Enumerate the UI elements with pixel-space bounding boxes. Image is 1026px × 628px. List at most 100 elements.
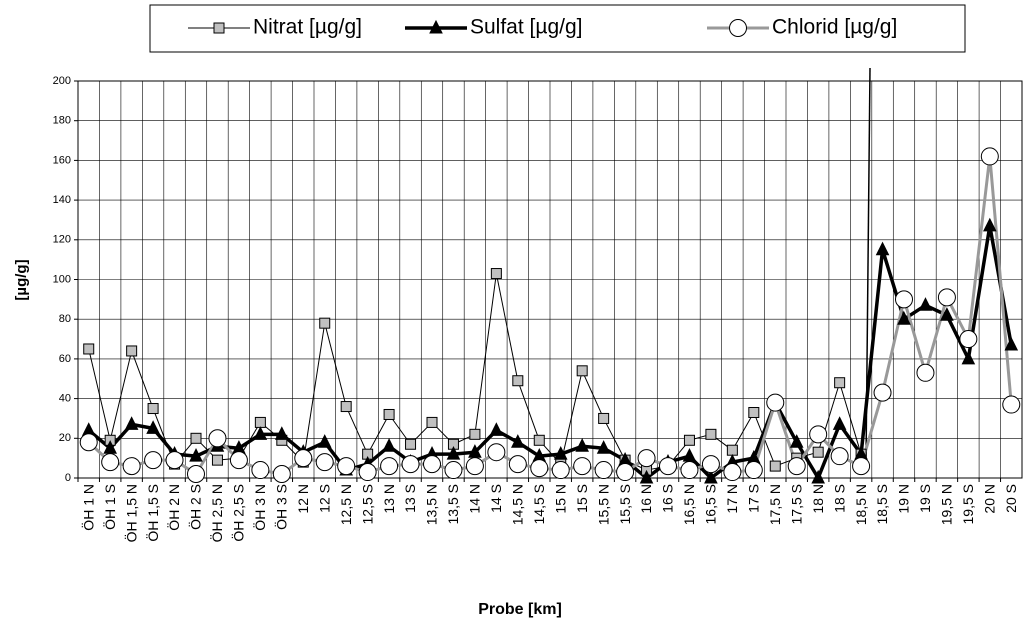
marker [211, 454, 223, 466]
marker [340, 401, 352, 413]
marker [229, 451, 248, 470]
marker [122, 457, 141, 476]
x-tick-label: 16 N [638, 484, 654, 514]
x-tick-label: 14,5 S [531, 484, 547, 524]
legend-box [149, 4, 966, 53]
marker [812, 446, 824, 458]
x-tick-label: 17 S [746, 484, 762, 513]
x-tick-label: 13 S [402, 484, 418, 513]
x-tick-label: 13,5 S [445, 484, 461, 524]
x-tick-label: ÖH 3 S [273, 484, 290, 530]
y-tick-label: 140 [53, 194, 71, 206]
x-tick-label: 16 S [660, 484, 676, 513]
x-tick-label: 14 S [488, 484, 504, 513]
marker [189, 448, 203, 462]
marker [405, 438, 417, 450]
y-tick-label: 120 [53, 234, 71, 246]
marker [383, 408, 395, 420]
x-tick-label: ÖH 2,5 N [208, 484, 225, 542]
y-tick-label: 100 [53, 273, 71, 285]
y-tick-label: 180 [53, 115, 71, 127]
legend-label: Sulfat [µg/g] [470, 16, 583, 39]
marker [337, 457, 356, 476]
marker [126, 345, 138, 357]
marker [401, 455, 420, 474]
x-tick-label: 17,5 S [788, 484, 804, 524]
x-axis-title: Probe [km] [478, 601, 562, 618]
marker [705, 428, 717, 440]
marker [983, 217, 997, 232]
x-tick-label: ÖH 2 S [187, 484, 204, 530]
marker [469, 428, 481, 440]
marker [937, 288, 956, 307]
marker [830, 447, 849, 466]
x-tick-label: 16,5 S [703, 484, 719, 524]
marker [875, 241, 890, 256]
x-tick-label: 12 N [295, 484, 311, 514]
x-tick-label: ÖH 1 S [101, 484, 118, 530]
marker [489, 422, 504, 436]
marker [553, 446, 568, 460]
marker [766, 393, 785, 412]
marker [940, 307, 954, 321]
x-tick-label: 15 S [574, 484, 590, 513]
x-tick-label: 13,5 N [424, 484, 440, 525]
x-tick-label: 20 N [982, 484, 998, 514]
marker [575, 438, 589, 452]
x-tick-label: 14 N [467, 484, 483, 514]
series-line [88, 273, 862, 471]
marker [465, 457, 484, 476]
marker [596, 440, 611, 454]
legend-label: Chlorid [µg/g] [772, 16, 897, 39]
marker [598, 412, 610, 424]
marker [487, 443, 506, 462]
x-tick-label: 19,5 N [939, 484, 955, 525]
marker [916, 363, 935, 382]
marker [744, 461, 763, 480]
x-tick-label: 19 S [917, 484, 933, 513]
marker [659, 457, 677, 476]
marker [834, 377, 846, 389]
marker [187, 465, 205, 484]
x-tick-label: 17 N [724, 484, 740, 514]
marker [124, 416, 139, 430]
x-tick-label: 18,5 N [853, 484, 869, 525]
marker [682, 448, 697, 462]
marker [213, 22, 225, 34]
marker [809, 425, 828, 444]
marker [208, 429, 227, 448]
x-tick-label: 15,5 N [595, 484, 611, 525]
marker [508, 455, 527, 474]
x-tick-label: 12,5 S [359, 484, 375, 524]
marker [723, 463, 742, 482]
marker [1004, 336, 1019, 351]
marker [683, 434, 695, 446]
marker [530, 459, 549, 478]
x-tick-label: 17,5 N [767, 484, 783, 525]
marker [79, 433, 98, 452]
marker [551, 461, 570, 480]
marker [380, 457, 399, 476]
x-tick-label: 16,5 N [681, 484, 697, 525]
marker [961, 350, 976, 365]
x-tick-label: 15 N [552, 484, 568, 514]
marker [251, 461, 270, 480]
x-tick-label: 12,5 N [338, 484, 354, 525]
marker [446, 446, 461, 460]
marker [254, 416, 266, 428]
x-tick-label: 18 S [831, 484, 847, 513]
x-tick-label: ÖH 1,5 S [144, 484, 161, 542]
marker [576, 365, 588, 377]
x-tick-label: ÖH 3 N [251, 484, 268, 531]
marker [704, 469, 718, 484]
marker [294, 449, 313, 468]
marker [315, 453, 334, 472]
x-tick-label: 14,5 N [510, 484, 526, 525]
marker [787, 457, 806, 476]
marker [726, 444, 738, 456]
y-tick-label: 0 [65, 472, 71, 484]
marker [639, 469, 654, 484]
x-tick-label: 18,5 S [874, 484, 890, 524]
marker [272, 465, 291, 484]
